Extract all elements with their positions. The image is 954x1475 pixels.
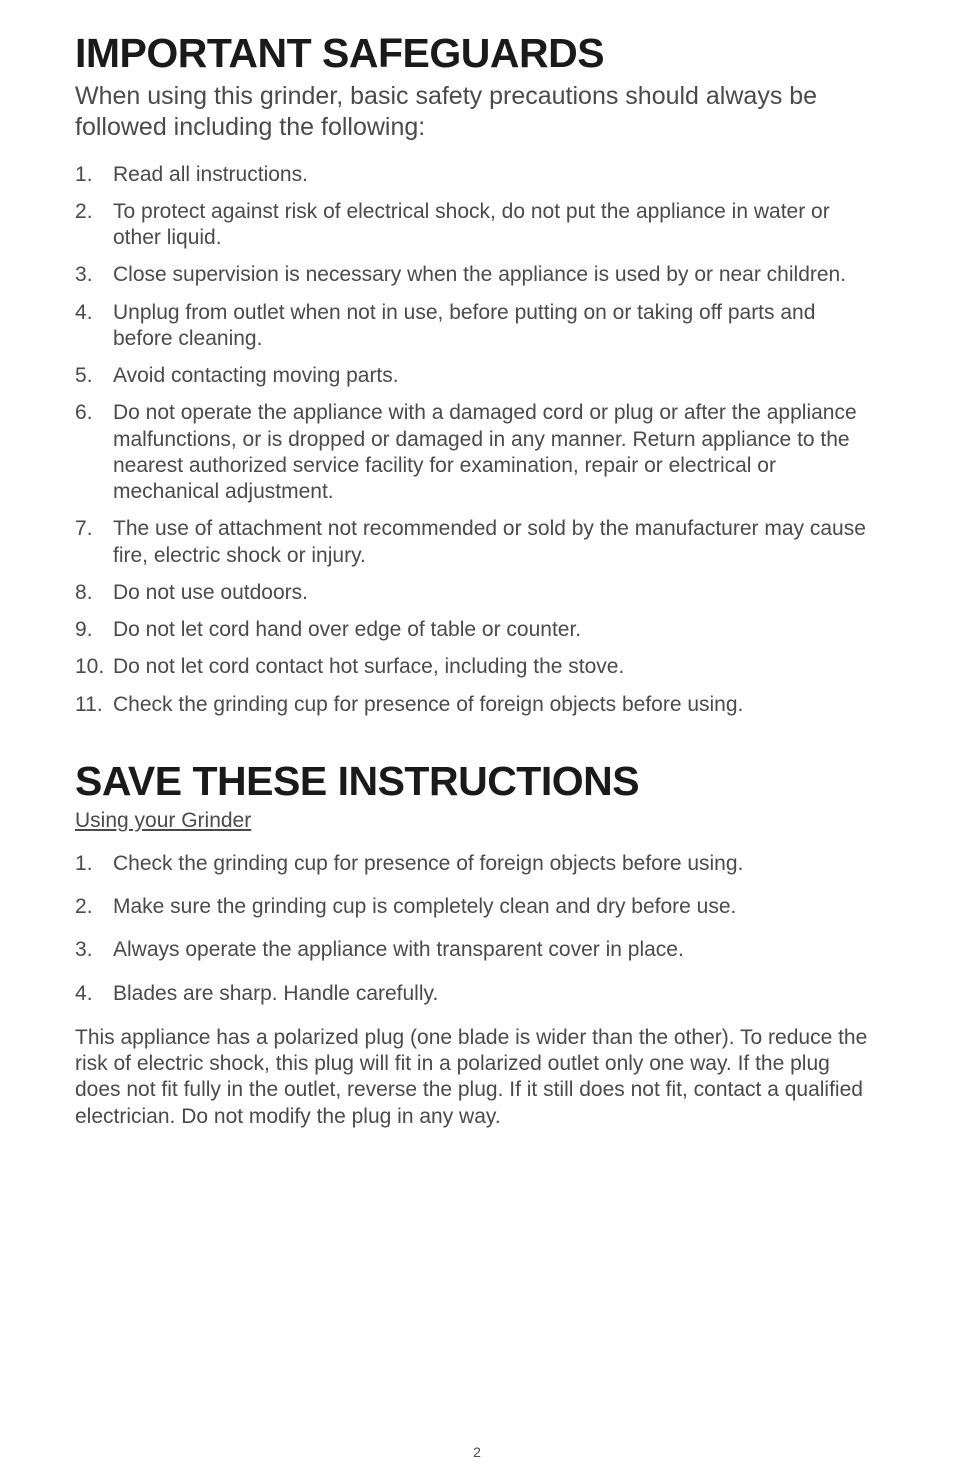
page-number: 2	[0, 1444, 954, 1460]
list-item: Close supervision is necessary when the …	[75, 262, 879, 288]
list-item: Do not operate the appliance with a dama…	[75, 400, 879, 505]
list-item: Always operate the appliance with transp…	[75, 937, 879, 963]
list-item: Check the grinding cup for presence of f…	[75, 692, 879, 718]
list-item: Do not let cord hand over edge of table …	[75, 617, 879, 643]
list-item: Avoid contacting moving parts.	[75, 363, 879, 389]
safeguards-heading: IMPORTANT SAFEGUARDS	[75, 30, 879, 77]
list-item: Check the grinding cup for presence of f…	[75, 851, 879, 877]
safeguards-list: Read all instructions. To protect agains…	[75, 162, 879, 718]
usage-list: Check the grinding cup for presence of f…	[75, 851, 879, 1007]
list-item: Read all instructions.	[75, 162, 879, 188]
list-item: Do not use outdoors.	[75, 580, 879, 606]
list-item: Make sure the grinding cup is completely…	[75, 894, 879, 920]
list-item: Do not let cord contact hot surface, inc…	[75, 654, 879, 680]
plug-paragraph: This appliance has a polarized plug (one…	[75, 1025, 879, 1130]
using-grinder-subheading: Using your Grinder	[75, 809, 879, 833]
list-item: Blades are sharp. Handle carefully.	[75, 981, 879, 1007]
save-instructions-heading: SAVE THESE INSTRUCTIONS	[75, 758, 879, 805]
list-item: Unplug from outlet when not in use, befo…	[75, 300, 879, 353]
list-item: To protect against risk of electrical sh…	[75, 199, 879, 252]
list-item: The use of attachment not recommended or…	[75, 516, 879, 569]
safeguards-subtitle: When using this grinder, basic safety pr…	[75, 81, 879, 144]
manual-page: IMPORTANT SAFEGUARDS When using this gri…	[0, 0, 954, 1475]
